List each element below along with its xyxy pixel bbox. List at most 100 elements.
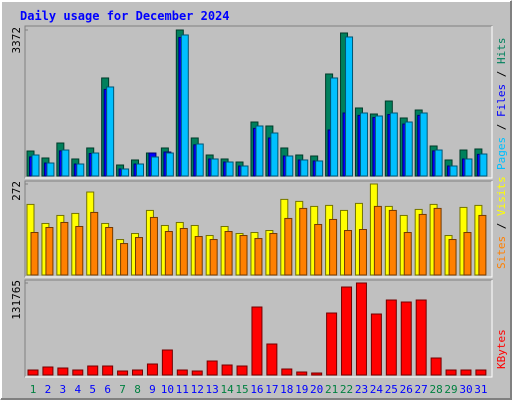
bar bbox=[161, 349, 173, 376]
bar bbox=[285, 155, 294, 177]
bar bbox=[224, 231, 233, 276]
legend-separator: / bbox=[495, 64, 508, 84]
bar bbox=[385, 299, 397, 376]
x-tick-label: 22 bbox=[340, 383, 353, 396]
bar bbox=[475, 369, 487, 376]
bar bbox=[430, 357, 442, 376]
bar bbox=[42, 366, 54, 376]
x-tick-label: 19 bbox=[295, 383, 308, 396]
x-tick-label: 2 bbox=[45, 383, 52, 396]
x-tick-label: 5 bbox=[89, 383, 96, 396]
bar bbox=[419, 112, 428, 177]
bar bbox=[296, 371, 308, 376]
bar bbox=[415, 299, 427, 376]
bar bbox=[281, 368, 293, 376]
bar bbox=[105, 226, 114, 276]
bar bbox=[195, 143, 204, 177]
bar bbox=[102, 365, 114, 376]
legend-entry: Pages bbox=[495, 137, 508, 170]
bar bbox=[374, 115, 383, 177]
bar bbox=[479, 153, 488, 177]
bar bbox=[136, 163, 145, 177]
x-tick-label: 30 bbox=[459, 383, 472, 396]
x-tick-label: 12 bbox=[191, 383, 204, 396]
bar bbox=[464, 158, 473, 177]
x-tick-label: 27 bbox=[415, 383, 428, 396]
bar bbox=[132, 369, 144, 376]
bar bbox=[87, 365, 99, 376]
x-tick-label: 7 bbox=[119, 383, 126, 396]
chart-title: Daily usage for December 2024 bbox=[20, 9, 230, 23]
bar bbox=[445, 369, 457, 376]
x-tick-label: 24 bbox=[370, 383, 384, 396]
bar bbox=[164, 231, 173, 276]
bar bbox=[400, 301, 412, 376]
x-tick-label: 25 bbox=[385, 383, 398, 396]
bar bbox=[370, 313, 382, 376]
legend-separator: / bbox=[495, 216, 508, 236]
bar bbox=[194, 236, 203, 276]
bar bbox=[403, 232, 412, 276]
bar bbox=[460, 369, 472, 376]
bar bbox=[270, 132, 279, 177]
bar bbox=[176, 369, 188, 376]
x-tick-label: 28 bbox=[429, 383, 442, 396]
bar bbox=[150, 156, 159, 177]
x-tick-label: 21 bbox=[325, 383, 338, 396]
bar bbox=[120, 243, 129, 276]
bar bbox=[46, 162, 55, 177]
y-tick-label: 3372 bbox=[10, 27, 23, 54]
legend: Sites / Visits bbox=[495, 176, 508, 269]
legend: KBytes bbox=[495, 329, 508, 369]
bar bbox=[299, 207, 308, 276]
x-tick-label: 15 bbox=[235, 383, 248, 396]
bar bbox=[269, 233, 278, 276]
plot-bevel bbox=[25, 280, 493, 378]
legend-entry: Visits bbox=[495, 176, 508, 216]
bar bbox=[359, 112, 368, 177]
bar bbox=[146, 363, 158, 376]
bar bbox=[149, 216, 158, 276]
bar bbox=[463, 232, 472, 276]
bar bbox=[266, 343, 278, 376]
legend-entry: KBytes bbox=[495, 329, 508, 369]
legend-entry: Files bbox=[495, 84, 508, 117]
bar bbox=[388, 209, 397, 276]
bar bbox=[255, 125, 264, 177]
bar bbox=[191, 370, 203, 376]
bar bbox=[90, 211, 99, 276]
bar bbox=[209, 239, 218, 276]
legend-entry: Sites bbox=[495, 236, 508, 269]
bar bbox=[326, 312, 338, 376]
bar bbox=[448, 239, 457, 276]
bar bbox=[330, 77, 339, 177]
bar bbox=[433, 207, 442, 276]
bar bbox=[300, 159, 309, 177]
bar bbox=[254, 238, 263, 276]
bar bbox=[434, 149, 443, 177]
x-tick-label: 3 bbox=[60, 383, 67, 396]
x-tick-label: 4 bbox=[74, 383, 81, 396]
bar bbox=[76, 163, 85, 177]
x-tick-label: 9 bbox=[149, 383, 156, 396]
bar bbox=[206, 360, 218, 376]
x-tick-label: 6 bbox=[104, 383, 111, 396]
legend: Pages / Files / Hits bbox=[495, 38, 508, 171]
y-tick-label: 131765 bbox=[10, 280, 23, 320]
bar bbox=[165, 152, 174, 177]
x-tick-label: 31 bbox=[474, 383, 487, 396]
bar bbox=[121, 168, 130, 177]
bar bbox=[210, 158, 219, 177]
bar bbox=[45, 226, 54, 276]
x-tick-label: 29 bbox=[444, 383, 457, 396]
bar bbox=[27, 369, 39, 376]
bar bbox=[135, 237, 144, 276]
x-tick-label: 26 bbox=[400, 383, 413, 396]
bar bbox=[180, 34, 189, 177]
bar bbox=[72, 369, 84, 376]
bar bbox=[225, 161, 234, 177]
bar bbox=[221, 364, 233, 376]
x-tick-label: 20 bbox=[310, 383, 323, 396]
x-tick-label: 17 bbox=[265, 383, 278, 396]
